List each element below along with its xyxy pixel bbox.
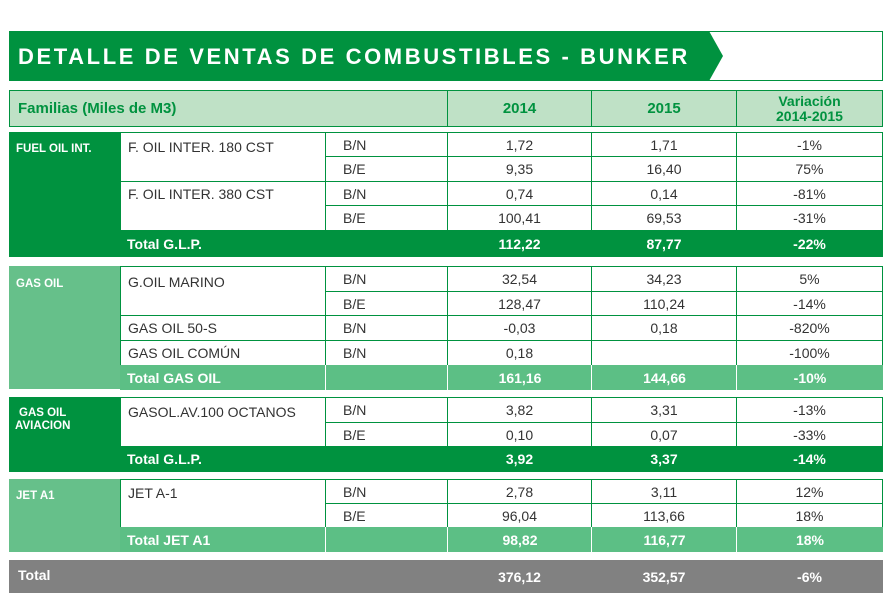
family-gas-oil-aviacion: GAS OIL AVIACION	[9, 397, 121, 472]
family-line1: GAS OIL	[19, 407, 67, 419]
value-variation: -14%	[736, 291, 883, 316]
grand-total-2015: 352,57	[591, 560, 737, 593]
total-variation: -10%	[736, 365, 883, 390]
grand-total-variation: -6%	[736, 560, 883, 593]
product-f-oil-380: F. OIL INTER. 380 CST	[120, 181, 326, 231]
value-2015: 16,40	[591, 156, 737, 182]
total-type-blank	[325, 527, 448, 552]
type-cell: B/E	[325, 503, 448, 528]
type-cell: B/N	[325, 315, 448, 341]
page-title: DETALLE DE VENTAS DE COMBUSTIBLES - BUNK…	[18, 44, 690, 69]
value-variation: -100%	[736, 340, 883, 366]
family-fuel-oil: FUEL OIL INT.	[9, 132, 121, 257]
value-2014: 0,18	[447, 340, 592, 366]
value-2015: 0,18	[591, 315, 737, 341]
value-2014: 128,47	[447, 291, 592, 316]
value-2015: 110,24	[591, 291, 737, 316]
value-2015: 1,71	[591, 132, 737, 157]
value-2015	[591, 340, 737, 366]
header-variacion-line1: Variación	[778, 92, 841, 109]
product-gas-oil-50s: GAS OIL 50-S	[120, 315, 326, 341]
header-2015: 2015	[591, 90, 737, 127]
total-2014: 3,92	[447, 446, 592, 472]
type-cell: B/E	[325, 291, 448, 316]
family-gas-oil: GAS OIL	[9, 266, 121, 389]
value-2014: 32,54	[447, 266, 592, 292]
type-cell: B/E	[325, 422, 448, 447]
total-label: Total G.L.P.	[120, 446, 448, 472]
total-label: Total JET A1	[120, 527, 326, 552]
value-variation: -1%	[736, 132, 883, 157]
product-gas-oil-comun: GAS OIL COMÚN	[120, 340, 326, 366]
value-2014: 0,74	[447, 181, 592, 206]
type-cell: B/N	[325, 397, 448, 423]
value-2014: 1,72	[447, 132, 592, 157]
header-variacion-line2: 2014-2015	[776, 107, 843, 124]
total-2014: 161,16	[447, 365, 592, 390]
value-2014: -0,03	[447, 315, 592, 341]
header-variacion: Variación 2014-2015	[736, 90, 883, 127]
type-cell: B/E	[325, 205, 448, 231]
product-gasol-av-100: GASOL.AV.100 OCTANOS	[120, 397, 326, 447]
value-variation: 18%	[736, 503, 883, 528]
value-2015: 0,07	[591, 422, 737, 447]
product-jet-a1: JET A-1	[120, 479, 326, 528]
value-2014: 2,78	[447, 479, 592, 504]
total-variation: 18%	[736, 527, 883, 552]
value-variation: 5%	[736, 266, 883, 292]
type-cell: B/N	[325, 132, 448, 157]
type-cell: B/E	[325, 156, 448, 182]
value-2015: 0,14	[591, 181, 737, 206]
value-2014: 9,35	[447, 156, 592, 182]
value-2014: 0,10	[447, 422, 592, 447]
value-2015: 113,66	[591, 503, 737, 528]
value-2015: 34,23	[591, 266, 737, 292]
family-line2: AVIACION	[15, 420, 71, 432]
title-banner: DETALLE DE VENTAS DE COMBUSTIBLES - BUNK…	[9, 31, 883, 81]
value-2015: 3,11	[591, 479, 737, 504]
value-2014: 3,82	[447, 397, 592, 423]
value-variation: -81%	[736, 181, 883, 206]
total-label: Total G.L.P.	[120, 230, 448, 257]
value-variation: -31%	[736, 205, 883, 231]
total-2014: 98,82	[447, 527, 592, 552]
total-label: Total GAS OIL	[120, 365, 326, 390]
type-cell: B/N	[325, 479, 448, 504]
value-2015: 69,53	[591, 205, 737, 231]
header-familias: Familias (Miles de M3)	[9, 90, 448, 127]
type-cell: B/N	[325, 181, 448, 206]
total-2015: 87,77	[591, 230, 737, 257]
total-2014: 112,22	[447, 230, 592, 257]
total-type-blank	[325, 365, 448, 390]
value-2015: 3,31	[591, 397, 737, 423]
total-2015: 144,66	[591, 365, 737, 390]
total-variation: -14%	[736, 446, 883, 472]
value-2014: 100,41	[447, 205, 592, 231]
product-f-oil-180: F. OIL INTER. 180 CST	[120, 132, 326, 182]
total-variation: -22%	[736, 230, 883, 257]
grand-total-2014: 376,12	[447, 560, 592, 593]
value-variation: 12%	[736, 479, 883, 504]
type-cell: B/N	[325, 340, 448, 366]
title-band: DETALLE DE VENTAS DE COMBUSTIBLES - BUNK…	[9, 31, 709, 81]
grand-total-label: Total	[9, 560, 209, 589]
product-g-oil-marino: G.OIL MARINO	[120, 266, 326, 316]
value-2014: 96,04	[447, 503, 592, 528]
total-2015: 3,37	[591, 446, 737, 472]
value-variation: -820%	[736, 315, 883, 341]
type-cell: B/N	[325, 266, 448, 292]
value-variation: -33%	[736, 422, 883, 447]
header-2014: 2014	[447, 90, 592, 127]
total-2015: 116,77	[591, 527, 737, 552]
title-arrow	[709, 31, 723, 81]
value-variation: -13%	[736, 397, 883, 423]
family-jet-a1: JET A1	[9, 479, 121, 552]
value-variation: 75%	[736, 156, 883, 182]
